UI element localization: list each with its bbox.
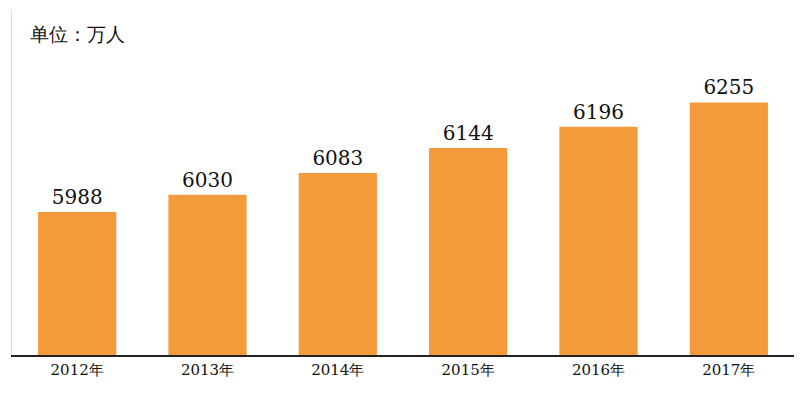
svg-text:2012年: 2012年: [51, 361, 104, 379]
svg-text:2014年: 2014年: [311, 361, 364, 379]
svg-text:2013年: 2013年: [181, 361, 234, 379]
svg-text:2015年: 2015年: [442, 361, 495, 379]
svg-text:6196: 6196: [573, 100, 624, 124]
svg-text:2016年: 2016年: [572, 361, 625, 379]
svg-text:2017年: 2017年: [702, 361, 755, 379]
svg-text:6255: 6255: [703, 75, 754, 99]
svg-text:5988: 5988: [52, 185, 103, 209]
svg-text:6030: 6030: [182, 168, 233, 192]
svg-text:单位：万人: 单位：万人: [30, 23, 125, 45]
svg-text:6083: 6083: [312, 146, 363, 170]
svg-text:6144: 6144: [443, 121, 494, 145]
